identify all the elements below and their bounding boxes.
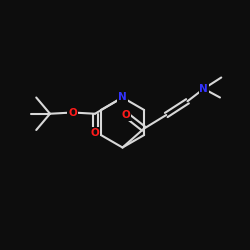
- Text: O: O: [90, 128, 100, 138]
- Text: N: N: [118, 92, 127, 102]
- Text: N: N: [200, 84, 208, 94]
- Text: O: O: [122, 110, 130, 120]
- Text: O: O: [68, 108, 77, 118]
